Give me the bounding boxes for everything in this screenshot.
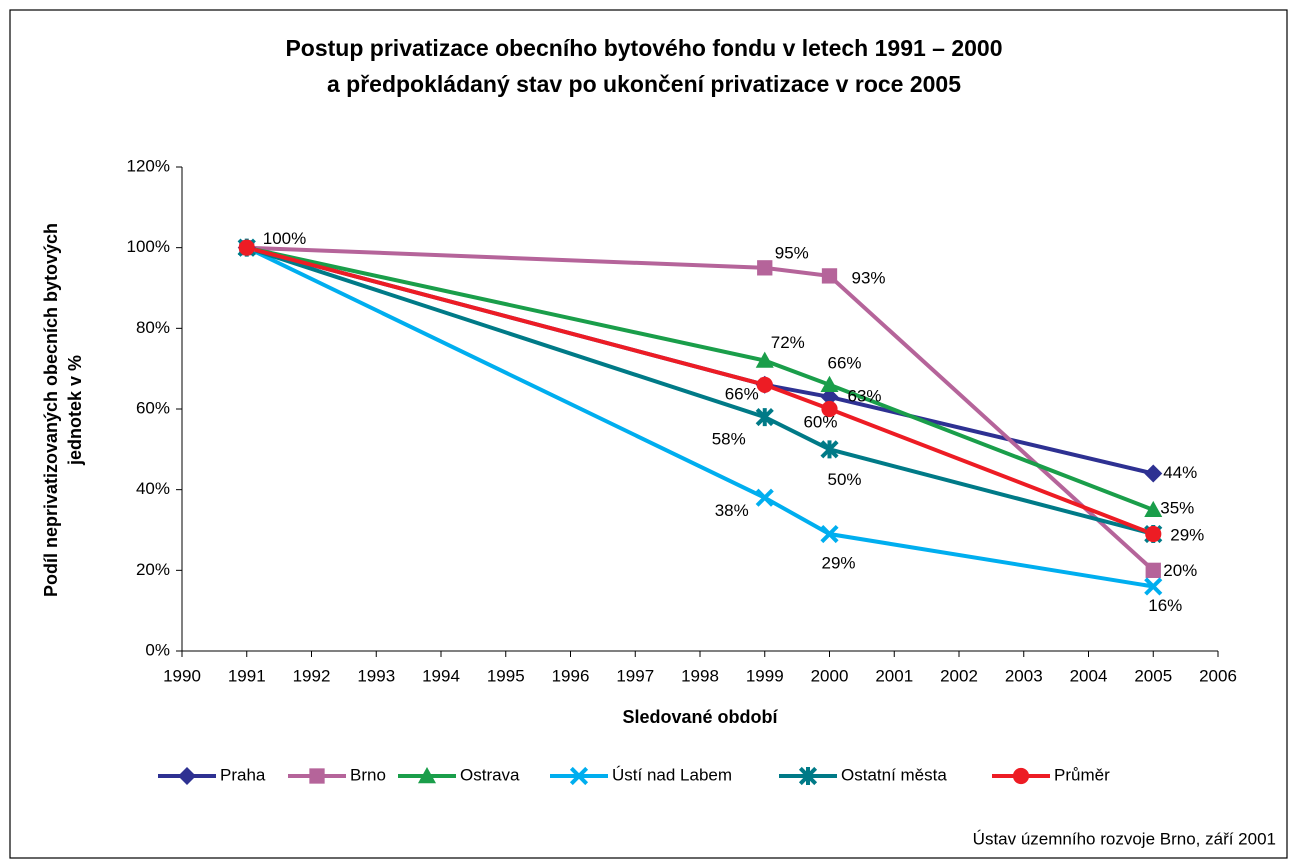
data-label: 66%: [828, 353, 862, 372]
marker: [821, 268, 838, 284]
marker: [756, 376, 773, 393]
x-tick-label: 2001: [875, 666, 913, 685]
x-tick-label: 2000: [811, 666, 849, 685]
x-tick-label: 2006: [1199, 666, 1237, 685]
marker: [178, 767, 196, 785]
chart-title: Postup privatizace obecního bytového fon…: [285, 35, 1002, 61]
x-tick-label: 1999: [746, 666, 784, 685]
x-tick-label: 2005: [1134, 666, 1172, 685]
x-tick-label: 1997: [616, 666, 654, 685]
legend-label: Brno: [350, 765, 386, 784]
marker: [820, 440, 839, 459]
data-label: 63%: [848, 386, 882, 405]
marker: [798, 766, 818, 786]
marker: [821, 400, 838, 418]
data-label: 60%: [803, 412, 837, 431]
chart-title: a předpokládaný stav po ukončení privati…: [327, 71, 961, 97]
legend-label: Ostrava: [460, 765, 520, 784]
data-label: 29%: [1170, 526, 1204, 545]
legend-label: Ústí nad Labem: [612, 765, 732, 784]
legend-item: Praha: [158, 765, 266, 785]
series-line: [246, 245, 1155, 572]
data-label: 66%: [725, 384, 759, 403]
x-tick-label: 1995: [487, 666, 525, 685]
data-label: 16%: [1148, 596, 1182, 615]
x-tick-label: 2004: [1070, 666, 1108, 685]
marker: [309, 768, 325, 784]
data-label: 100%: [263, 229, 306, 248]
series-line: [246, 245, 1154, 536]
x-tick-label: 1994: [422, 666, 460, 685]
legend-label: Průměr: [1054, 765, 1110, 784]
x-tick-label: 1993: [357, 666, 395, 685]
legend-item: Ústí nad Labem: [550, 765, 732, 786]
marker: [755, 351, 774, 368]
x-tick-label: 1998: [681, 666, 719, 685]
y-axis-title: Podíl neprivatizovaných obecních bytovýc…: [41, 223, 61, 597]
x-axis-title: Sledované období: [622, 707, 778, 727]
y-tick-label: 80%: [136, 318, 170, 337]
series-line: [246, 245, 1154, 512]
source-note: Ústav územního rozvoje Brno, září 2001: [973, 829, 1276, 848]
data-label: 50%: [828, 470, 862, 489]
marker: [820, 387, 839, 406]
marker: [569, 766, 589, 786]
y-tick-label: 100%: [127, 237, 170, 256]
y-tick-label: 0%: [145, 640, 170, 659]
marker: [1144, 500, 1163, 518]
x-tick-label: 1996: [552, 666, 590, 685]
marker: [820, 375, 839, 392]
marker: [1144, 577, 1163, 596]
legend-item: Brno: [288, 765, 386, 784]
y-tick-label: 60%: [136, 398, 170, 417]
data-label: 44%: [1163, 463, 1197, 482]
data-label: 20%: [1163, 561, 1197, 580]
legend-label: Ostatní města: [841, 765, 947, 784]
series-line: [245, 245, 1154, 589]
data-label: 93%: [852, 268, 886, 287]
frame: [9, 9, 1288, 859]
marker: [755, 488, 774, 507]
legend-item: Ostrava: [398, 765, 520, 784]
marker: [1145, 562, 1161, 578]
legend-item: Průměr: [992, 765, 1110, 784]
marker: [418, 767, 436, 784]
data-label: 58%: [712, 430, 746, 449]
y-tick-label: 20%: [136, 560, 170, 579]
series-line: [246, 245, 1154, 536]
data-label: 72%: [771, 333, 805, 352]
marker: [1012, 767, 1030, 785]
y-axis-title: jednotek v %: [65, 355, 85, 466]
marker: [238, 239, 255, 256]
marker: [755, 408, 774, 427]
x-tick-label: 1991: [228, 666, 266, 685]
x-tick-label: 1990: [163, 666, 201, 685]
data-label: 95%: [775, 243, 809, 262]
marker: [1144, 464, 1163, 483]
legend-item: Ostatní města: [779, 765, 947, 786]
marker: [1145, 525, 1162, 543]
data-label: 29%: [822, 554, 856, 573]
marker: [757, 260, 773, 276]
legend-label: Praha: [220, 765, 266, 784]
data-label: 35%: [1160, 498, 1194, 517]
y-tick-label: 120%: [127, 156, 170, 175]
marker: [820, 524, 839, 544]
x-tick-label: 2003: [1005, 666, 1043, 685]
y-tick-label: 40%: [136, 479, 170, 498]
x-tick-label: 2002: [940, 666, 978, 685]
x-tick-label: 1992: [293, 666, 331, 685]
data-label: 38%: [715, 501, 749, 520]
